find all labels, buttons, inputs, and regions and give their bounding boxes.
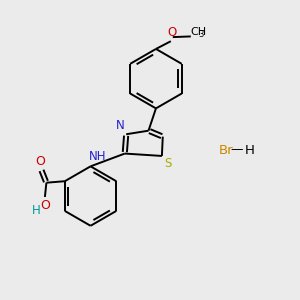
Text: H: H xyxy=(32,204,41,218)
Text: 3: 3 xyxy=(198,30,204,39)
Text: O: O xyxy=(35,154,45,167)
Text: Br: Br xyxy=(218,143,233,157)
Text: —: — xyxy=(230,143,242,157)
Text: S: S xyxy=(164,157,172,170)
Text: H: H xyxy=(244,143,254,157)
Text: O: O xyxy=(40,199,50,212)
Text: NH: NH xyxy=(88,151,106,164)
Text: N: N xyxy=(116,119,124,132)
Text: O: O xyxy=(168,26,177,39)
Text: CH: CH xyxy=(191,27,207,37)
